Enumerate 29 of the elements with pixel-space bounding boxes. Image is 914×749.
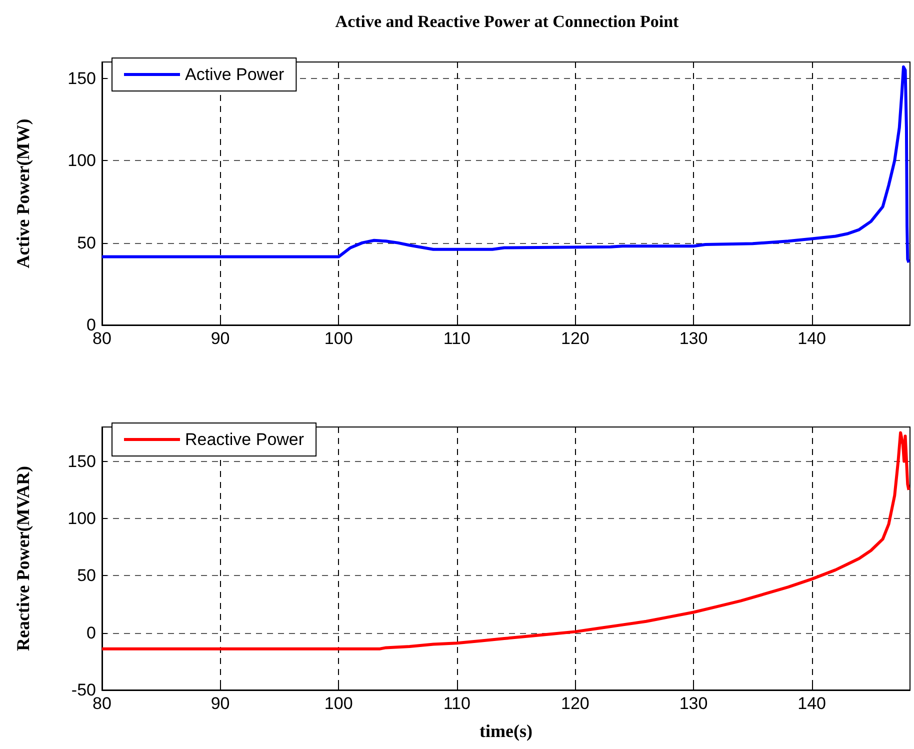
- x-tick-label: 80: [92, 694, 112, 713]
- y-axis-title: Reactive Power(MVAR): [13, 466, 33, 652]
- x-tick-label: 110: [443, 694, 470, 713]
- y-tick-label: 100: [68, 508, 96, 528]
- legend-label: Active Power: [185, 65, 285, 84]
- x-tick-label: 100: [324, 329, 353, 348]
- x-tick-label: 100: [324, 694, 353, 713]
- x-tick-label: 80: [92, 329, 112, 348]
- y-tick-label: 150: [68, 452, 96, 471]
- x-tick-label: 120: [561, 329, 590, 348]
- chart-title: Active and Reactive Power at Connection Point: [334, 12, 680, 32]
- y-tick-label: 0: [86, 623, 96, 642]
- y-tick-label: 100: [68, 151, 96, 170]
- x-tick-label: 140: [798, 694, 826, 713]
- x-tick-label: 90: [210, 694, 230, 713]
- x-axis-title: time(s): [480, 721, 532, 741]
- line-series: [100, 431, 910, 650]
- x-tick-label: 130: [679, 694, 708, 713]
- x-tick-label: 90: [210, 329, 230, 348]
- y-tick-label: 50: [77, 233, 96, 252]
- line-series: [100, 65, 910, 264]
- y-tick-label: 150: [68, 68, 96, 88]
- legend-label: Reactive Power: [185, 430, 304, 449]
- y-axis-title: Active Power(MW): [13, 118, 33, 268]
- x-tick-label: 130: [679, 329, 708, 348]
- x-tick-label: 140: [798, 329, 826, 348]
- x-tick-label: 120: [561, 694, 590, 713]
- y-tick-label: 50: [77, 566, 96, 586]
- x-tick-label: 110: [443, 329, 470, 348]
